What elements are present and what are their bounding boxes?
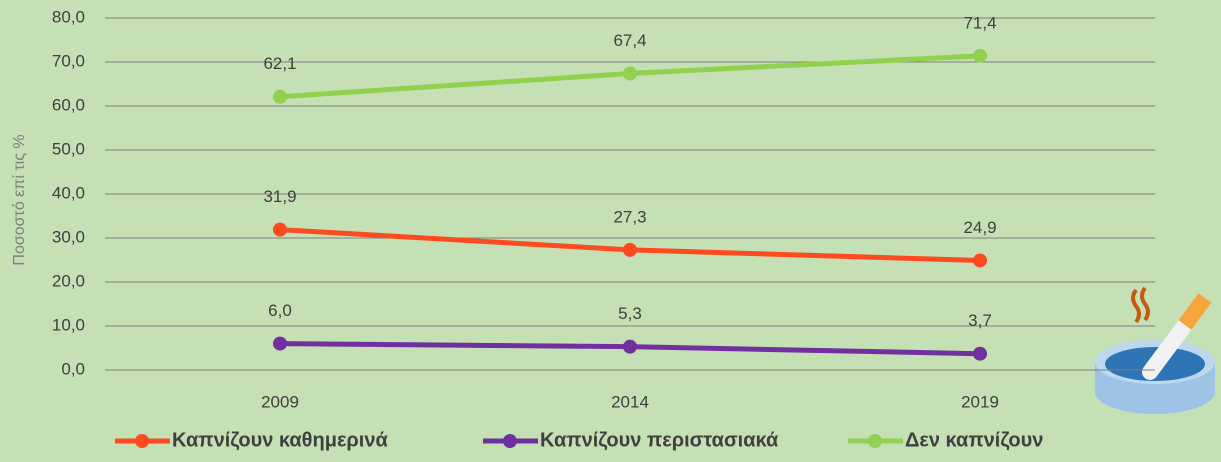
y-tick-label: 60,0 <box>52 95 85 114</box>
data-label: 71,4 <box>963 13 996 32</box>
y-tick-label: 20,0 <box>52 271 85 290</box>
y-tick-label: 50,0 <box>52 139 85 158</box>
data-label: 62,1 <box>263 54 296 73</box>
marker <box>973 253 987 268</box>
data-label: 6,0 <box>268 301 292 320</box>
y-tick-label: 0,0 <box>61 359 85 378</box>
marker <box>273 222 287 237</box>
y-tick-label: 40,0 <box>52 183 85 202</box>
y-tick-label: 80,0 <box>52 7 85 26</box>
data-label: 5,3 <box>618 304 642 323</box>
x-tick-label: 2019 <box>961 392 999 411</box>
y-tick-label: 30,0 <box>52 227 85 246</box>
legend-marker <box>135 434 149 448</box>
y-tick-label: 10,0 <box>52 315 85 334</box>
data-label: 31,9 <box>263 187 296 206</box>
x-tick-label: 2014 <box>611 392 649 411</box>
marker <box>623 339 637 354</box>
x-tick-label: 2009 <box>261 392 299 411</box>
legend-marker <box>868 434 882 448</box>
marker <box>273 336 287 351</box>
data-label: 24,9 <box>963 218 996 237</box>
marker <box>973 346 987 361</box>
marker <box>623 242 637 257</box>
legend-label: Δεν καπνίζουν <box>905 429 1043 451</box>
ashtray-icon <box>1095 286 1215 414</box>
y-axis-label: Ποσοστό επί τις % <box>11 134 28 265</box>
data-label: 67,4 <box>613 31 646 50</box>
legend-label: Καπνίζουν περιστασιακά <box>540 429 779 451</box>
y-tick-label: 70,0 <box>52 51 85 70</box>
legend-marker <box>503 434 517 448</box>
marker <box>973 48 987 63</box>
marker <box>273 89 287 104</box>
data-label: 27,3 <box>613 207 646 226</box>
legend-label: Καπνίζουν καθημερινά <box>172 429 388 451</box>
data-label: 3,7 <box>968 311 992 330</box>
marker <box>623 66 637 81</box>
